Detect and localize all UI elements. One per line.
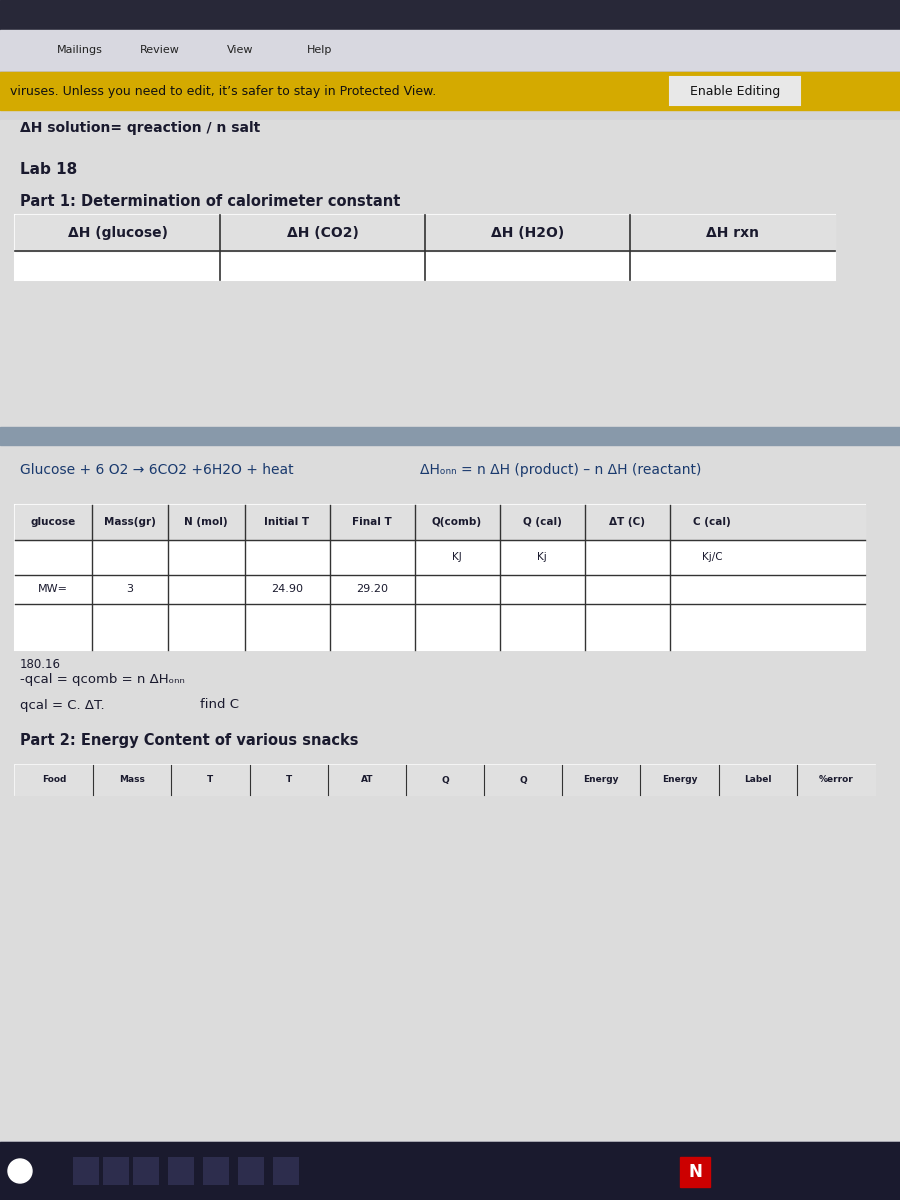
Text: 29.20: 29.20	[356, 584, 388, 594]
Text: -qcal = qcomb = n ΔHₒₙₙ: -qcal = qcomb = n ΔHₒₙₙ	[20, 673, 184, 686]
Text: Mailings: Mailings	[57, 44, 103, 55]
Text: Food: Food	[42, 775, 67, 785]
Text: ΔHₒₙₙ = n ΔH (product) – n ΔH (reactant): ΔHₒₙₙ = n ΔH (product) – n ΔH (reactant)	[420, 463, 701, 476]
Bar	[0, 0, 900, 30]
Text: View: View	[227, 44, 253, 55]
Bar	[73, 1157, 99, 1186]
Bar	[103, 1157, 129, 1186]
Bar	[15, 766, 875, 794]
Bar	[203, 1157, 229, 1186]
Bar	[15, 505, 865, 650]
Text: Part 1: Determination of calorimeter constant: Part 1: Determination of calorimeter con…	[20, 194, 400, 210]
Bar	[0, 120, 900, 1140]
Bar	[133, 1157, 159, 1186]
Bar	[15, 215, 835, 251]
Text: Review: Review	[140, 44, 180, 55]
Text: Final T: Final T	[352, 517, 392, 528]
Text: ΔH (H2O): ΔH (H2O)	[491, 226, 564, 240]
Bar	[0, 110, 900, 1140]
Text: N (mol): N (mol)	[184, 517, 228, 528]
Text: Help: Help	[307, 44, 333, 55]
Text: ΔH (glucose): ΔH (glucose)	[68, 226, 167, 240]
Text: qcal = C. ΔT.: qcal = C. ΔT.	[20, 698, 104, 712]
Text: T: T	[285, 775, 292, 785]
Bar	[273, 1157, 299, 1186]
Text: 180.16: 180.16	[20, 659, 61, 672]
Text: Mass: Mass	[120, 775, 145, 785]
Text: ΔH (CO2): ΔH (CO2)	[286, 226, 358, 240]
Bar	[238, 1157, 264, 1186]
Text: Mass(gr): Mass(gr)	[104, 517, 156, 528]
Text: Lab 18: Lab 18	[20, 162, 77, 178]
Text: Initial T: Initial T	[265, 517, 310, 528]
Text: Part 2: Energy Content of various snacks: Part 2: Energy Content of various snacks	[20, 732, 358, 748]
Text: ΔH solution= qreaction / n salt: ΔH solution= qreaction / n salt	[20, 121, 260, 134]
Bar	[670, 77, 800, 104]
Bar	[0, 427, 900, 445]
Text: Q (cal): Q (cal)	[523, 517, 562, 528]
Text: Q: Q	[519, 775, 527, 785]
Text: Glucose + 6 O2 → 6CO2 +6H2O + heat: Glucose + 6 O2 → 6CO2 +6H2O + heat	[20, 463, 293, 476]
Text: KJ: KJ	[452, 552, 462, 562]
Circle shape	[8, 1159, 32, 1183]
Bar	[15, 215, 835, 280]
Bar	[0, 30, 900, 70]
Text: Enable Editing: Enable Editing	[690, 84, 780, 97]
Text: Energy: Energy	[583, 775, 619, 785]
Bar	[15, 505, 865, 540]
Text: ΔH rxn: ΔH rxn	[706, 226, 759, 240]
Text: Q: Q	[441, 775, 449, 785]
Text: MW=: MW=	[38, 584, 68, 594]
Text: viruses. Unless you need to edit, it’s safer to stay in Protected View.: viruses. Unless you need to edit, it’s s…	[10, 84, 436, 97]
Bar	[168, 1157, 194, 1186]
Bar	[0, 1142, 900, 1200]
Text: %error: %error	[818, 775, 853, 785]
Text: ΔT (C): ΔT (C)	[609, 517, 645, 528]
Text: T: T	[207, 775, 213, 785]
Bar	[0, 72, 900, 110]
Bar	[680, 1157, 710, 1187]
Text: Q(comb): Q(comb)	[432, 517, 482, 528]
Bar	[15, 766, 875, 794]
Text: find C: find C	[200, 698, 239, 712]
Text: N: N	[688, 1163, 702, 1181]
Text: Kj/C: Kj/C	[702, 552, 723, 562]
Text: Label: Label	[744, 775, 771, 785]
Text: 24.90: 24.90	[271, 584, 303, 594]
Text: C (cal): C (cal)	[693, 517, 731, 528]
Text: Energy: Energy	[662, 775, 698, 785]
Text: AT: AT	[361, 775, 374, 785]
Text: Kj: Kj	[537, 552, 547, 562]
Text: 3: 3	[126, 584, 133, 594]
Text: glucose: glucose	[31, 517, 76, 528]
